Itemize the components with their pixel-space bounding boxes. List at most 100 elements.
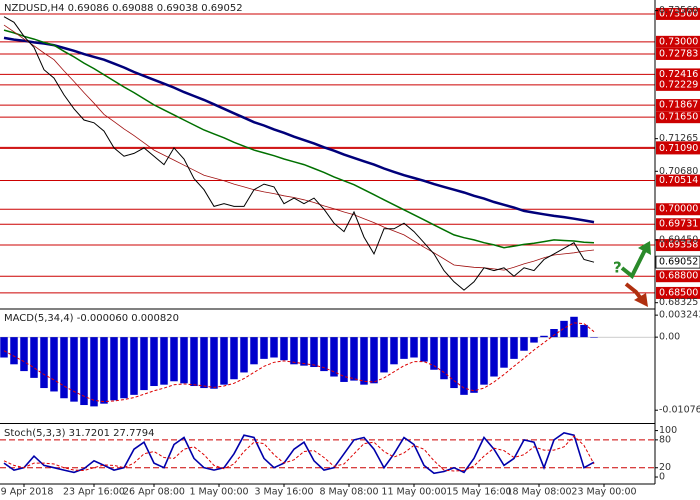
macd-bar	[410, 337, 418, 358]
down-arrow-head	[634, 293, 648, 307]
x-tick-label: 11 May 00:00	[381, 487, 446, 498]
series-line	[3, 16, 595, 291]
x-tick-label: 8 May 08:00	[319, 487, 378, 498]
last-price-label: 0.69052	[659, 257, 698, 268]
macd-bar	[190, 337, 198, 387]
level-label: 0.69731	[659, 219, 698, 230]
y-tick-label: 0.69450	[659, 234, 698, 245]
last-price-box	[655, 255, 700, 269]
macd-bar	[80, 337, 88, 406]
macd-bar	[30, 337, 38, 378]
level-label-box	[656, 218, 700, 231]
macd-bar	[120, 337, 128, 399]
macd-bar	[360, 337, 368, 385]
level-label-box	[656, 99, 700, 112]
y-tick-label: 0.71265	[659, 133, 698, 144]
y-tick-label: 20	[659, 462, 671, 473]
level-label: 0.73500	[659, 8, 698, 19]
macd-bar	[200, 337, 208, 389]
x-tick-label: 23 May 00:00	[571, 487, 636, 498]
level-label-box	[656, 203, 700, 216]
macd-bar	[380, 337, 388, 373]
macd-bar	[250, 337, 258, 365]
macd-bar	[540, 335, 548, 338]
question-mark: ?	[613, 259, 622, 277]
macd-bar	[170, 337, 178, 382]
macd-bar	[230, 337, 238, 380]
up-arrow-head	[638, 241, 651, 255]
x-tick-label: 23 Apr 16:00	[63, 487, 125, 498]
macd-bar	[480, 337, 488, 385]
level-label-box	[656, 286, 700, 299]
macd-bar	[440, 337, 448, 380]
macd-bar	[350, 337, 358, 381]
macd-bar	[10, 337, 18, 365]
macd-bar	[180, 337, 188, 384]
panel-title: MACD(5,34,4) -0.000060 0.000820	[4, 313, 179, 324]
macd-bar	[50, 337, 58, 392]
macd-bar	[430, 337, 438, 370]
macd-bar	[160, 337, 168, 385]
series-line	[3, 432, 595, 475]
level-label-box	[656, 47, 700, 60]
macd-bar	[330, 337, 338, 377]
panel-title: Stoch(5,3,3) 31.7201 27.7794	[4, 428, 155, 439]
level-label: 0.73000	[659, 36, 698, 47]
macd-bar	[520, 337, 528, 351]
macd-bar	[300, 337, 308, 366]
macd-bar	[340, 337, 348, 382]
macd-bar	[90, 337, 98, 407]
level-label: 0.71867	[659, 100, 698, 111]
macd-bar	[580, 324, 588, 338]
macd-bar	[140, 337, 148, 391]
series-line	[3, 29, 595, 249]
series-line	[3, 435, 595, 472]
macd-bar	[110, 337, 118, 401]
macd-bar	[530, 337, 538, 343]
macd-bar	[510, 337, 518, 359]
series-line	[3, 24, 595, 271]
macd-bar	[590, 337, 598, 338]
y-tick-label: 0	[659, 472, 665, 483]
level-label-box	[656, 142, 700, 155]
x-tick-label: 1 May 00:00	[189, 487, 248, 498]
macd-bar	[220, 337, 228, 385]
level-label: 0.72229	[659, 79, 698, 90]
macd-bar	[400, 337, 408, 359]
macd-bar	[320, 337, 328, 372]
macd-bar	[20, 337, 28, 372]
macd-bar	[100, 337, 108, 404]
macd-bar	[150, 337, 158, 387]
level-label: 0.72416	[659, 69, 698, 80]
level-label: 0.68500	[659, 287, 698, 298]
up-arrow	[620, 249, 647, 280]
macd-bar	[470, 337, 478, 393]
x-tick-label: 19 Apr 2018	[0, 487, 53, 498]
y-tick-label: 0.003243	[659, 310, 700, 321]
macd-bar	[240, 337, 248, 373]
y-tick-label: 0.00	[659, 332, 680, 343]
level-label-box	[656, 68, 700, 81]
level-label-box	[656, 111, 700, 124]
macd-bar	[560, 320, 568, 338]
x-tick-label: 3 May 16:00	[254, 487, 313, 498]
macd-bar	[290, 337, 298, 365]
y-tick-label: -0.010763	[659, 405, 700, 416]
macd-bar	[460, 337, 468, 395]
level-label: 0.69358	[659, 240, 698, 251]
level-label: 0.70000	[659, 204, 698, 215]
y-tick-label: 0.73560	[659, 5, 698, 16]
level-label: 0.70514	[659, 175, 698, 186]
level-label-box	[656, 174, 700, 187]
macd-bar	[0, 337, 8, 358]
macd-bar	[260, 337, 268, 359]
macd-bar	[270, 337, 278, 358]
x-tick-label: 26 Apr 08:00	[123, 487, 185, 498]
y-tick-label: 80	[659, 434, 671, 445]
forecast-arrows: ?	[613, 241, 651, 307]
macd-bar	[310, 337, 318, 368]
macd-bar	[210, 337, 218, 389]
